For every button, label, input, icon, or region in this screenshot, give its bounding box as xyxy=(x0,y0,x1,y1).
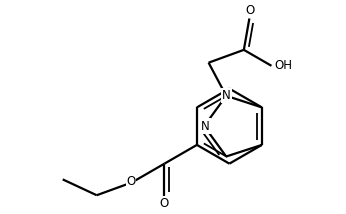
Text: O: O xyxy=(160,196,169,210)
Text: N: N xyxy=(201,120,210,133)
Text: O: O xyxy=(245,4,255,18)
Text: O: O xyxy=(126,175,136,188)
Text: N: N xyxy=(222,89,230,102)
Text: OH: OH xyxy=(274,59,292,72)
